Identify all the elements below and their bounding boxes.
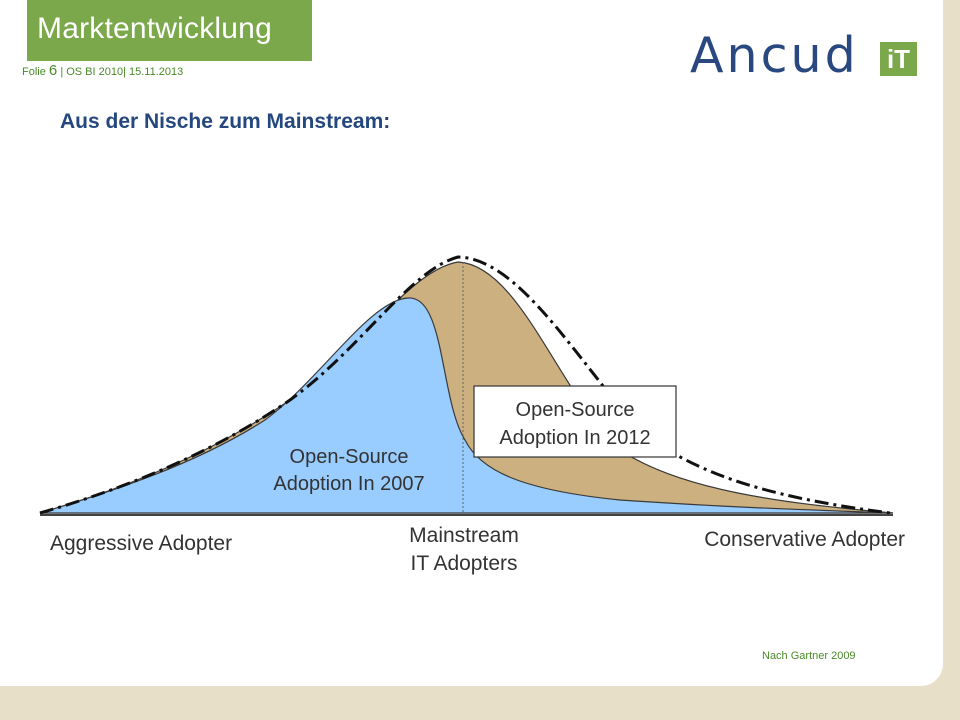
source-note: Nach Gartner 2009 xyxy=(762,650,856,662)
box-2012-line1: Open-Source xyxy=(516,399,635,421)
box-2012 xyxy=(473,385,677,458)
axis-left-label: Aggressive Adopter xyxy=(50,532,232,555)
area-2007 xyxy=(39,297,894,514)
slide: Marktentwicklung Folie 6 | OS BI 2010| 1… xyxy=(0,0,943,686)
box-2012-line2: Adoption In 2012 xyxy=(499,427,650,449)
label-2007-line2: Adoption In 2007 xyxy=(273,473,424,495)
title-banner: Marktentwicklung xyxy=(27,0,312,61)
ancud-logo: Ancud iT xyxy=(690,27,930,84)
logo-wordmark: Ancud xyxy=(690,27,859,84)
axis-mid-line1: Mainstream xyxy=(409,524,519,547)
folie-label: Folie xyxy=(22,66,46,78)
folie-meta: | OS BI 2010| 15.11.2013 xyxy=(60,66,184,78)
total-market-curve xyxy=(39,255,891,515)
label-2007-line1: Open-Source xyxy=(290,446,409,468)
axis-mid-line2: IT Adopters xyxy=(410,552,517,575)
adoption-diagram: Open-Source Adoption In 2012 Open-Source… xyxy=(39,255,905,575)
slide-title: Marktentwicklung xyxy=(37,12,272,45)
slide-subtitle: Aus der Nische zum Mainstream: xyxy=(60,110,391,133)
logo-badge: iT xyxy=(880,42,917,76)
axis-right-label: Conservative Adopter xyxy=(704,528,905,551)
folie-number: 6 xyxy=(48,62,58,79)
slide-meta: Folie 6 | OS BI 2010| 15.11.2013 xyxy=(22,62,183,79)
